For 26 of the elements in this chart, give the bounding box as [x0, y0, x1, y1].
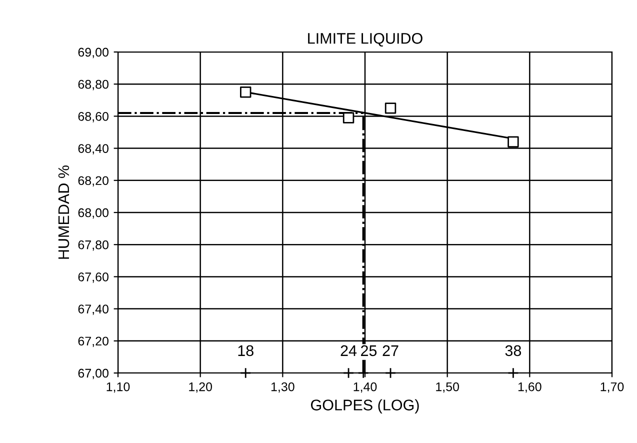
y-tick-label: 68,40	[78, 144, 108, 154]
x-tick-label: 1,50	[436, 382, 460, 393]
y-tick-label: 67,20	[78, 336, 108, 348]
y-tick-label: 68,60	[78, 112, 108, 122]
y-axis-title: HUMEDAD %	[58, 166, 70, 259]
y-tick-label: 69,00	[78, 48, 108, 58]
annotation: 38	[505, 345, 522, 356]
y-tick-label: 67,00	[78, 368, 108, 380]
annotation: 24	[340, 345, 357, 356]
y-tick-label: 67,80	[78, 240, 108, 251]
y-tick-label: 68,20	[78, 176, 108, 187]
annotation: 25	[361, 345, 377, 356]
y-tick-label: 68,80	[78, 80, 108, 90]
y-tick-label: 67,60	[78, 272, 108, 283]
chart-title: LIMITE LIQUIDO	[308, 33, 422, 47]
annotation: 18	[238, 345, 254, 356]
x-tick-label: 1,30	[271, 382, 294, 393]
x-axis-title: GOLPES (LOG)	[311, 399, 419, 414]
x-tick-label: 1,70	[600, 382, 624, 393]
x-tick-label: 1,20	[189, 382, 212, 393]
annotation: 27	[382, 345, 398, 356]
y-tick-label: 68,00	[78, 208, 108, 219]
y-tick-label: 67,40	[78, 304, 108, 315]
x-tick-label: 1,40	[354, 382, 377, 393]
x-tick-label: 1,60	[518, 382, 542, 393]
x-tick-label: 1,10	[106, 382, 130, 393]
